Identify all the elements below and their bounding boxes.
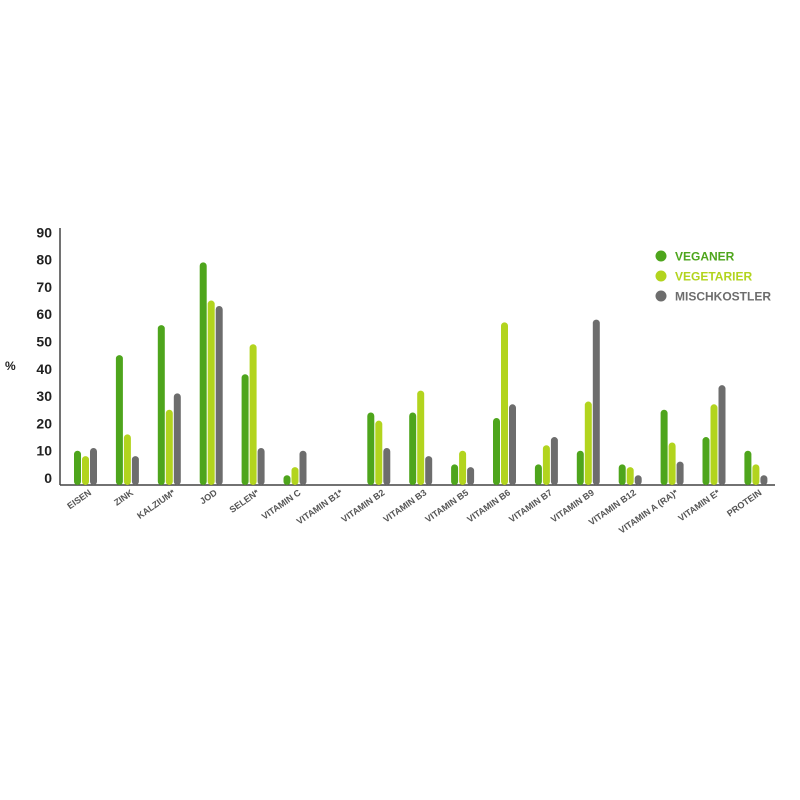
x-tick-label: VITAMIN B3 <box>381 487 428 524</box>
y-tick-label: 90 <box>36 224 52 240</box>
legend: VEGANER VEGETARIER MISCHKOSTLER <box>655 250 771 304</box>
bar <box>584 401 592 485</box>
x-tick-label: KALZIUM* <box>135 487 177 521</box>
y-axis-label: % <box>5 359 16 373</box>
x-tick-label: VITAMIN B5 <box>423 487 470 524</box>
y-tick-label: 10 <box>36 443 52 459</box>
y-tick-label: 50 <box>36 334 52 350</box>
bar <box>542 445 550 485</box>
bar <box>760 475 768 485</box>
bar <box>82 456 89 485</box>
y-tick-labels: 90 80 70 60 50 40 30 20 10 0 <box>36 224 52 486</box>
bar <box>367 412 375 485</box>
bar <box>215 306 223 485</box>
bar <box>634 475 642 485</box>
x-tick-label: EISEN <box>65 487 93 511</box>
bar <box>576 450 584 485</box>
x-tick-label: PROTEIN <box>725 487 764 518</box>
bar <box>534 464 542 485</box>
bar <box>409 412 417 485</box>
bar <box>123 434 131 485</box>
bar <box>257 447 265 485</box>
x-tick-label: VITAMIN B6 <box>465 487 512 524</box>
bar <box>283 475 291 485</box>
bar <box>90 447 97 485</box>
bar <box>241 374 249 485</box>
x-tick-label: VITAMIN E* <box>676 487 722 523</box>
legend-marker <box>655 270 667 282</box>
bar <box>299 450 307 485</box>
bar <box>660 409 668 485</box>
bars <box>74 262 768 485</box>
x-tick-label: ZINK <box>112 487 135 508</box>
bar <box>425 456 433 485</box>
x-tick-label: JOD <box>198 487 219 506</box>
bar <box>467 467 475 485</box>
legend-marker <box>655 290 667 302</box>
x-tick-label: VITAMIN B7 <box>507 487 554 524</box>
bar <box>74 450 81 485</box>
bar <box>702 437 710 485</box>
x-tick-label: VITAMIN B1* <box>295 487 345 526</box>
category-labels: EISEN ZINK KALZIUM* JOD SELEN* VITAMIN CVITAM… <box>65 487 763 535</box>
legend-marker <box>655 250 667 262</box>
bar <box>710 404 718 485</box>
bar <box>173 393 181 485</box>
bar <box>676 461 684 485</box>
bar <box>618 464 626 485</box>
bar <box>451 464 459 485</box>
bar <box>157 325 165 485</box>
bar <box>493 417 500 485</box>
y-tick-label: 0 <box>44 470 52 486</box>
bar <box>249 344 257 485</box>
axes <box>59 228 775 486</box>
bar <box>752 464 760 485</box>
bar <box>375 420 383 485</box>
bar <box>509 404 516 485</box>
x-tick-label: VITAMIN B2 <box>339 487 386 524</box>
bar <box>550 437 558 485</box>
bar <box>459 450 467 485</box>
bar <box>131 456 139 485</box>
bar <box>115 355 123 485</box>
legend-label: VEGETARIER <box>675 270 752 284</box>
bar <box>199 262 207 485</box>
bar <box>744 450 752 485</box>
x-tick-label: SELEN* <box>228 487 262 515</box>
bar <box>668 442 676 485</box>
bar <box>383 447 391 485</box>
y-tick-label: 20 <box>36 415 52 431</box>
bar <box>718 385 726 485</box>
legend-label: MISCHKOSTLER <box>675 290 771 304</box>
y-tick-label: 80 <box>36 252 52 268</box>
bar <box>626 467 634 485</box>
y-tick-label: 70 <box>36 279 52 295</box>
bar <box>501 322 508 485</box>
bar <box>291 467 299 485</box>
y-tick-label: 30 <box>36 388 52 404</box>
y-tick-label: 60 <box>36 306 52 322</box>
bar <box>417 390 425 485</box>
bar <box>592 319 600 485</box>
bar <box>165 409 173 485</box>
legend-label: VEGANER <box>675 250 735 264</box>
bar <box>207 300 215 485</box>
y-tick-label: 40 <box>36 361 52 377</box>
